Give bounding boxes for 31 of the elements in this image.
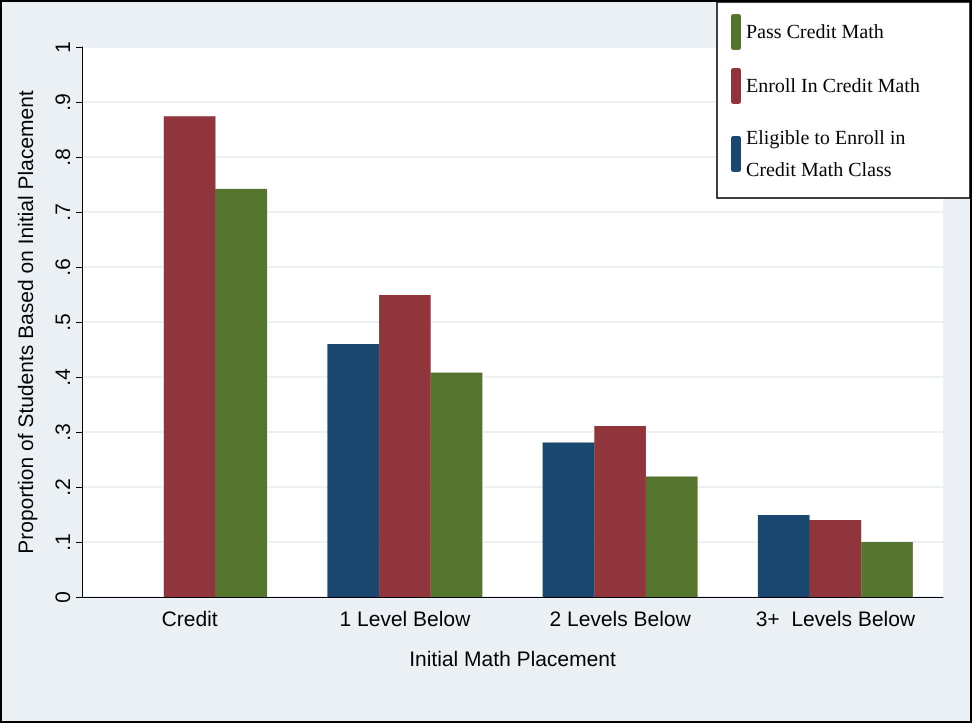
legend-label: Eligible to Enroll in Credit Math Class bbox=[746, 127, 910, 181]
x-tick-label: Credit bbox=[162, 608, 218, 631]
x-tick-label: 1 Level Below bbox=[340, 608, 472, 631]
y-tick-label: 0 bbox=[52, 591, 75, 603]
bar bbox=[861, 542, 913, 597]
y-tick-label: .5 bbox=[52, 313, 75, 331]
y-tick-label: .7 bbox=[52, 203, 75, 221]
x-tick-label: 3+ Levels Below bbox=[756, 608, 916, 631]
bar bbox=[164, 116, 216, 597]
bar bbox=[215, 188, 268, 597]
y-tick-label: .6 bbox=[52, 258, 75, 276]
bar bbox=[810, 520, 862, 597]
y-tick-label: .3 bbox=[52, 423, 75, 441]
y-tick-label: .8 bbox=[52, 148, 75, 166]
y-tick-label: .2 bbox=[52, 478, 75, 496]
y-tick-label: .1 bbox=[52, 533, 75, 551]
bar bbox=[542, 442, 594, 597]
bar bbox=[327, 344, 380, 597]
bar bbox=[379, 295, 431, 597]
legend-label: Pass Credit Math bbox=[746, 21, 884, 43]
y-axis-title: Proportion of Students Based on Initial Placement bbox=[15, 90, 38, 554]
bar bbox=[430, 372, 482, 597]
bar bbox=[758, 515, 810, 597]
x-tick-label: 2 Levels Below bbox=[550, 608, 692, 631]
y-tick-label: .9 bbox=[52, 93, 75, 111]
y-tick-label: 1 bbox=[52, 41, 75, 53]
y-tick-label: .4 bbox=[52, 368, 75, 386]
bar bbox=[594, 426, 646, 597]
x-axis-title: Initial Math Placement bbox=[409, 648, 616, 671]
legend-label: Enroll In Credit Math bbox=[746, 75, 920, 97]
bar bbox=[646, 476, 698, 597]
